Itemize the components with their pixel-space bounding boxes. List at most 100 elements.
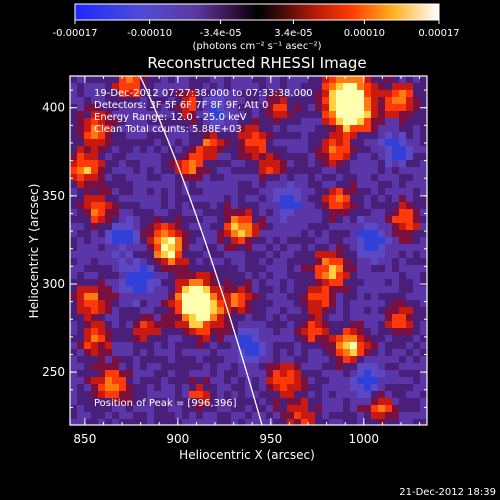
image-pixel <box>350 230 358 238</box>
y-axis-label: Heliocentric Y (arcsec) <box>27 184 41 319</box>
image-pixel <box>154 153 162 161</box>
image-pixel <box>350 181 358 189</box>
image-pixel <box>252 195 260 203</box>
image-pixel <box>273 111 281 119</box>
image-pixel <box>329 83 337 91</box>
image-pixel <box>224 370 232 378</box>
image-pixel <box>364 202 372 210</box>
image-pixel <box>294 265 302 273</box>
image-pixel <box>147 251 155 259</box>
image-pixel <box>378 237 386 245</box>
image-pixel <box>217 419 225 425</box>
image-pixel <box>252 223 260 231</box>
image-pixel <box>203 237 211 245</box>
image-pixel <box>385 321 393 329</box>
image-pixel <box>126 104 134 112</box>
image-pixel <box>98 335 106 343</box>
image-pixel <box>378 216 386 224</box>
image-pixel <box>238 188 246 196</box>
image-pixel <box>175 188 183 196</box>
image-pixel <box>182 125 190 133</box>
image-pixel <box>245 223 253 231</box>
image-pixel <box>266 293 274 301</box>
image-pixel <box>280 370 288 378</box>
image-pixel <box>203 398 211 406</box>
image-pixel <box>294 300 302 308</box>
image-pixel <box>126 223 134 231</box>
image-pixel <box>77 349 85 357</box>
image-pixel <box>329 342 337 350</box>
image-pixel <box>266 384 274 392</box>
image-pixel <box>147 181 155 189</box>
image-pixel <box>189 195 197 203</box>
image-pixel <box>140 209 148 217</box>
image-pixel <box>98 272 106 280</box>
image-pixel <box>287 104 295 112</box>
image-pixel <box>294 398 302 406</box>
image-pixel <box>392 342 400 350</box>
image-pixel <box>357 90 365 98</box>
image-pixel <box>273 258 281 266</box>
image-pixel <box>112 125 120 133</box>
image-pixel <box>336 104 344 112</box>
image-pixel <box>175 321 183 329</box>
image-pixel <box>350 139 358 147</box>
image-pixel <box>133 188 141 196</box>
y-tick-label: 300 <box>42 277 65 291</box>
image-pixel <box>112 216 120 224</box>
image-pixel <box>231 111 239 119</box>
image-pixel <box>343 314 351 322</box>
image-pixel <box>140 398 148 406</box>
image-pixel <box>371 244 379 252</box>
image-pixel <box>224 328 232 336</box>
image-pixel <box>182 258 190 266</box>
image-pixel <box>217 139 225 147</box>
image-pixel <box>308 279 316 287</box>
image-pixel <box>147 237 155 245</box>
image-pixel <box>196 286 204 294</box>
image-pixel <box>70 335 78 343</box>
image-pixel <box>217 181 225 189</box>
image-pixel <box>392 251 400 259</box>
footer-date: 21-Dec-2012 18:39 <box>399 487 496 498</box>
image-pixel <box>91 132 99 140</box>
image-pixel <box>280 153 288 161</box>
image-pixel <box>245 279 253 287</box>
image-pixel <box>189 244 197 252</box>
image-pixel <box>119 132 127 140</box>
image-pixel <box>357 76 365 84</box>
image-pixel <box>168 391 176 399</box>
image-pixel <box>84 237 92 245</box>
image-pixel <box>70 223 78 231</box>
image-pixel <box>217 244 225 252</box>
image-pixel <box>147 188 155 196</box>
image-pixel <box>371 118 379 126</box>
image-pixel <box>259 223 267 231</box>
image-pixel <box>350 202 358 210</box>
image-pixel <box>119 279 127 287</box>
image-pixel <box>175 181 183 189</box>
image-pixel <box>315 328 323 336</box>
image-pixel <box>91 160 99 168</box>
image-pixel <box>154 286 162 294</box>
image-pixel <box>161 300 169 308</box>
image-pixel <box>91 300 99 308</box>
image-pixel <box>329 363 337 371</box>
image-pixel <box>238 209 246 217</box>
image-pixel <box>91 314 99 322</box>
image-pixel <box>315 370 323 378</box>
image-pixel <box>385 104 393 112</box>
image-pixel <box>210 174 218 182</box>
image-pixel <box>371 370 379 378</box>
image-pixel <box>231 293 239 301</box>
image-pixel <box>301 174 309 182</box>
image-pixel <box>217 216 225 224</box>
image-pixel <box>420 321 427 329</box>
image-pixel <box>224 188 232 196</box>
image-pixel <box>119 321 127 329</box>
image-pixel <box>336 223 344 231</box>
image-pixel <box>217 237 225 245</box>
image-pixel <box>343 83 351 91</box>
image-pixel <box>357 223 365 231</box>
image-pixel <box>154 342 162 350</box>
